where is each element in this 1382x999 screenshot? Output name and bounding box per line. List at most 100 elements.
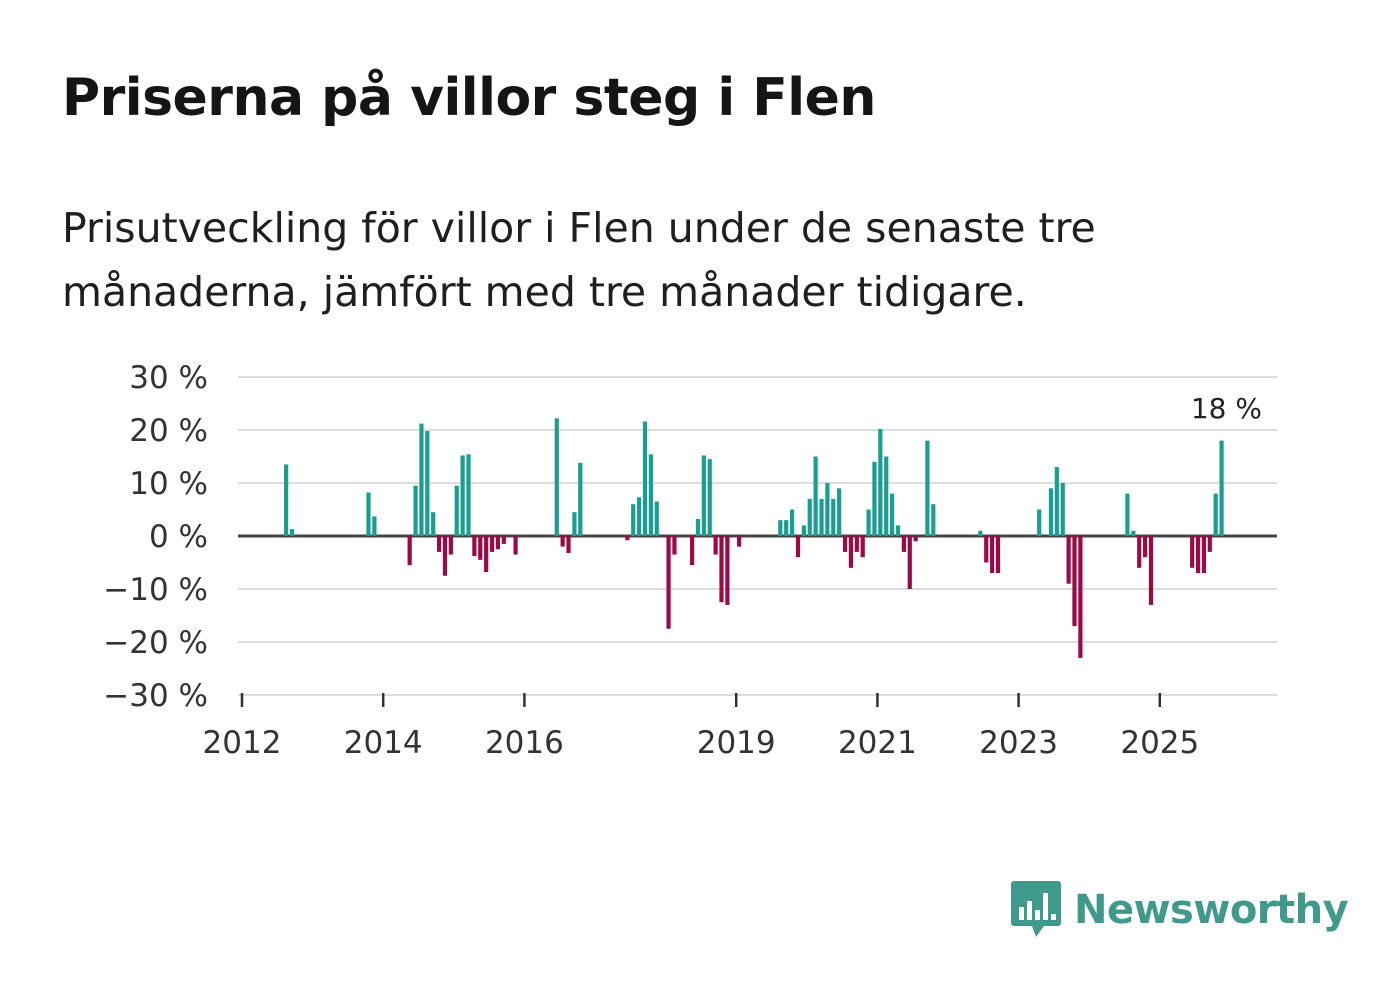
bar [907, 536, 912, 589]
bar [448, 536, 453, 555]
bar [801, 525, 806, 536]
bar [648, 454, 653, 536]
bar [642, 421, 648, 536]
bar [513, 536, 518, 555]
bar [807, 498, 812, 536]
x-tick-label: 2021 [838, 725, 917, 761]
bar [795, 536, 801, 558]
bar [436, 536, 442, 552]
y-tick-label: 10 % [129, 466, 208, 502]
bar [1213, 493, 1218, 536]
bar [701, 455, 706, 536]
bar [1048, 488, 1054, 536]
bar [1137, 536, 1142, 568]
y-tick-label: −30 % [103, 678, 208, 714]
grid-lines [238, 376, 1277, 696]
y-tick-label: 20 % [129, 413, 208, 449]
bar [895, 525, 901, 536]
bar [848, 536, 854, 568]
y-tick-label: 30 % [129, 360, 208, 396]
bar [878, 428, 883, 536]
bar [789, 509, 795, 536]
bar [1125, 493, 1130, 536]
bar [884, 456, 889, 536]
bar [819, 498, 824, 536]
bar [372, 516, 377, 536]
bar [637, 497, 642, 536]
bar [1078, 536, 1083, 658]
bar [407, 536, 412, 566]
bar [501, 536, 506, 544]
bar [995, 536, 1001, 574]
y-tick-label: −10 % [103, 572, 208, 608]
bar [454, 485, 459, 536]
bar [631, 504, 636, 536]
bar [872, 461, 877, 536]
bar [666, 536, 671, 629]
x-tick-label: 2012 [203, 725, 282, 761]
bar [472, 536, 477, 557]
bar [925, 440, 930, 536]
bar [625, 536, 630, 541]
bar [654, 501, 659, 536]
bar [1190, 536, 1195, 568]
bar [466, 454, 471, 536]
bar [419, 423, 424, 536]
bar [672, 536, 677, 555]
bar [866, 509, 871, 536]
bar [1060, 483, 1065, 536]
bar [478, 536, 483, 560]
bar [860, 536, 865, 558]
bar [713, 536, 718, 555]
bar [572, 512, 577, 536]
logo-text: Newsworthy [1074, 887, 1349, 933]
bar [489, 536, 495, 552]
bar [784, 520, 789, 536]
x-tick-label: 2019 [697, 725, 776, 761]
bar [431, 512, 436, 536]
bar [913, 536, 918, 542]
bar [1037, 509, 1042, 536]
bar [901, 536, 906, 552]
x-tick-label: 2023 [979, 725, 1058, 761]
bar [560, 536, 565, 547]
bar [778, 520, 783, 536]
bar [990, 536, 995, 574]
y-tick-label: −20 % [103, 625, 208, 661]
bar [425, 431, 430, 536]
newsworthy-logo: Newsworthy [1010, 878, 1349, 942]
bar [695, 519, 701, 536]
bar [1072, 536, 1077, 627]
bar [719, 536, 724, 603]
bar [366, 492, 371, 536]
x-axis: 2012 2014 2016 2019 2021 2023 2025 [203, 693, 1199, 761]
bar [1148, 536, 1154, 605]
bar [1142, 536, 1148, 558]
y-tick-label: 0 % [149, 519, 208, 555]
x-tick-label: 2014 [344, 725, 423, 761]
bar [495, 536, 501, 550]
bar [837, 488, 842, 536]
bar [725, 536, 730, 605]
bar [737, 536, 742, 547]
bar [554, 418, 559, 536]
bar [1219, 440, 1224, 536]
bar [707, 459, 712, 536]
bar [484, 536, 489, 573]
last-value-label: 18 % [1191, 392, 1262, 425]
bar [1195, 536, 1201, 574]
bars [284, 418, 1224, 658]
bar [289, 529, 295, 536]
bar [831, 498, 836, 536]
bar [931, 504, 936, 536]
bar [813, 456, 818, 536]
bar [1054, 467, 1059, 536]
chart-title: Priserna på villor steg i Flen [62, 68, 876, 128]
bar [1066, 536, 1071, 584]
bar [1131, 530, 1136, 536]
bar [890, 493, 895, 536]
bar [842, 536, 848, 552]
chart-subtitle: Prisutveckling för villor i Flen under d… [62, 204, 1096, 316]
bar [284, 464, 289, 536]
